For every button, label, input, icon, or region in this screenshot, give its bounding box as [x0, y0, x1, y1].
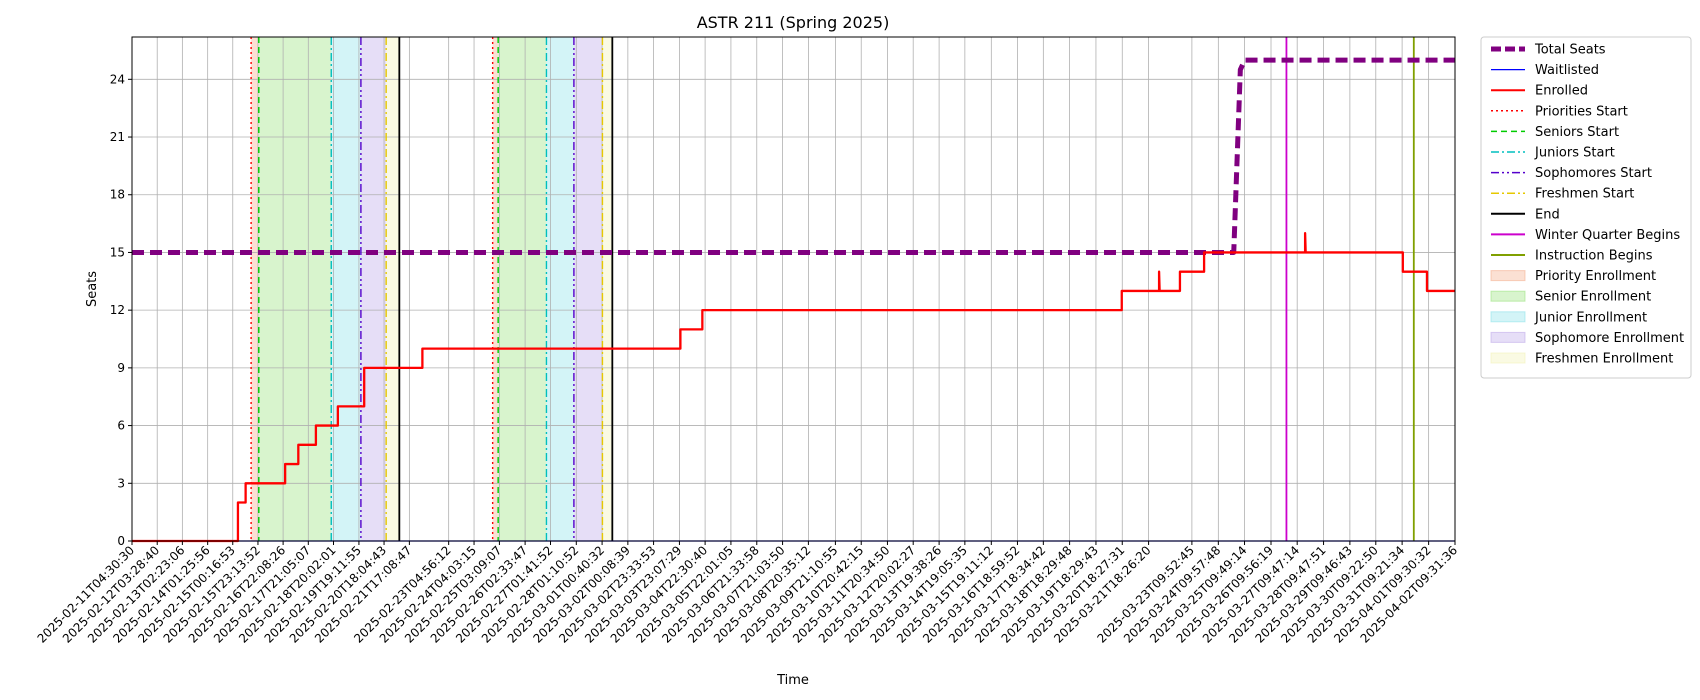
enrollment-period-spans: [251, 37, 613, 541]
junior-enrollment-span-1: [331, 37, 361, 541]
legend-label-priority-enrollment: Priority Enrollment: [1535, 269, 1656, 284]
legend-item-junior-enrollment: Junior Enrollment: [1490, 310, 1647, 325]
legend-item-priority-enrollment: Priority Enrollment: [1490, 269, 1656, 284]
legend-item-waitlisted: Waitlisted: [1491, 63, 1599, 78]
y-tick-label-9: 9: [117, 361, 125, 375]
legend-swatch-sophomore-enrollment: [1490, 331, 1526, 343]
legend-label-enrolled: Enrolled: [1535, 84, 1588, 99]
junior-enrollment-span-2: [546, 37, 574, 541]
legend-swatch-freshmen-enrollment: [1490, 352, 1526, 364]
legend-item-sophomores-start: Sophomores Start: [1491, 166, 1652, 181]
legend-item-freshmen-enrollment: Freshmen Enrollment: [1490, 352, 1673, 367]
legend-item-end: End: [1491, 207, 1560, 222]
legend-box: [1480, 36, 1692, 379]
y-tick-label-21: 21: [110, 130, 125, 144]
legend-label-freshmen-enrollment: Freshmen Enrollment: [1535, 352, 1673, 367]
y-tick-label-0: 0: [117, 534, 125, 548]
y-tick-label-12: 12: [110, 303, 125, 317]
x-axis-ticks: 2025-02-11T04:30:302025-02-12T03:28:4020…: [35, 541, 1460, 646]
legend-item-senior-enrollment: Senior Enrollment: [1490, 290, 1651, 305]
legend-label-sophomore-enrollment: Sophomore Enrollment: [1535, 331, 1684, 346]
legend-label-priorities-start: Priorities Start: [1535, 104, 1628, 119]
legend-label-waitlisted: Waitlisted: [1535, 63, 1599, 78]
legend-items: Total Seats Waitlisted Enrolled Priorities …: [1490, 43, 1684, 367]
legend-item-sophomore-enrollment: Sophomore Enrollment: [1490, 331, 1684, 346]
legend-label-winter-quarter-begins: Winter Quarter Begins: [1535, 228, 1680, 243]
legend-item-total-seats: Total Seats: [1491, 43, 1606, 58]
legend-item-instruction-begins: Instruction Begins: [1491, 249, 1653, 264]
y-tick-label-15: 15: [110, 245, 125, 259]
total-seats-series-line: [132, 57, 1455, 255]
legend-swatch-priority-enrollment: [1490, 270, 1526, 282]
chart-title: ASTR 211 (Spring 2025): [697, 13, 890, 32]
legend-item-winter-quarter-begins: Winter Quarter Begins: [1491, 228, 1680, 243]
legend: Total Seats Waitlisted Enrolled Priorities …: [1480, 36, 1692, 379]
x-axis-title: Time: [776, 673, 809, 688]
legend-swatch-junior-enrollment: [1490, 311, 1526, 323]
legend-label-senior-enrollment: Senior Enrollment: [1535, 290, 1651, 305]
freshmen-enrollment-span-2: [602, 37, 613, 541]
y-axis-ticks: 0 3 6 9 12 15 18 21 24: [110, 72, 132, 548]
sophomore-enrollment-span-1: [360, 37, 387, 541]
legend-label-seniors-start: Seniors Start: [1535, 125, 1619, 140]
legend-label-end: End: [1535, 207, 1560, 222]
legend-swatch-senior-enrollment: [1490, 290, 1526, 302]
priority-enrollment-span-1: [251, 37, 259, 541]
y-tick-label-18: 18: [110, 188, 125, 202]
sophomore-enrollment-span-2: [573, 37, 603, 541]
legend-label-juniors-start: Juniors Start: [1534, 146, 1615, 161]
legend-item-juniors-start: Juniors Start: [1491, 146, 1615, 161]
y-tick-label-3: 3: [117, 476, 125, 490]
legend-item-priorities-start: Priorities Start: [1491, 104, 1628, 119]
legend-label-freshmen-start: Freshmen Start: [1535, 187, 1634, 202]
priority-enrollment-span-2: [492, 37, 499, 541]
y-tick-label-6: 6: [117, 419, 125, 433]
plot-area-frame: [131, 36, 1456, 542]
y-axis-title: Seats: [85, 271, 100, 307]
legend-item-seniors-start: Seniors Start: [1491, 125, 1619, 140]
freshmen-enrollment-span-1: [386, 37, 400, 541]
senior-enrollment-span-2: [498, 37, 547, 541]
legend-item-enrolled: Enrolled: [1491, 84, 1588, 99]
legend-label-instruction-begins: Instruction Begins: [1535, 249, 1653, 264]
legend-item-freshmen-start: Freshmen Start: [1491, 187, 1634, 202]
y-tick-label-24: 24: [110, 72, 125, 86]
legend-label-junior-enrollment: Junior Enrollment: [1534, 310, 1647, 325]
event-lines: [250, 37, 1415, 541]
legend-label-sophomores-start: Sophomores Start: [1535, 166, 1652, 181]
legend-label-total-seats: Total Seats: [1534, 43, 1606, 58]
enrolled-series-line: [132, 232, 1455, 543]
senior-enrollment-span-1: [258, 37, 332, 541]
